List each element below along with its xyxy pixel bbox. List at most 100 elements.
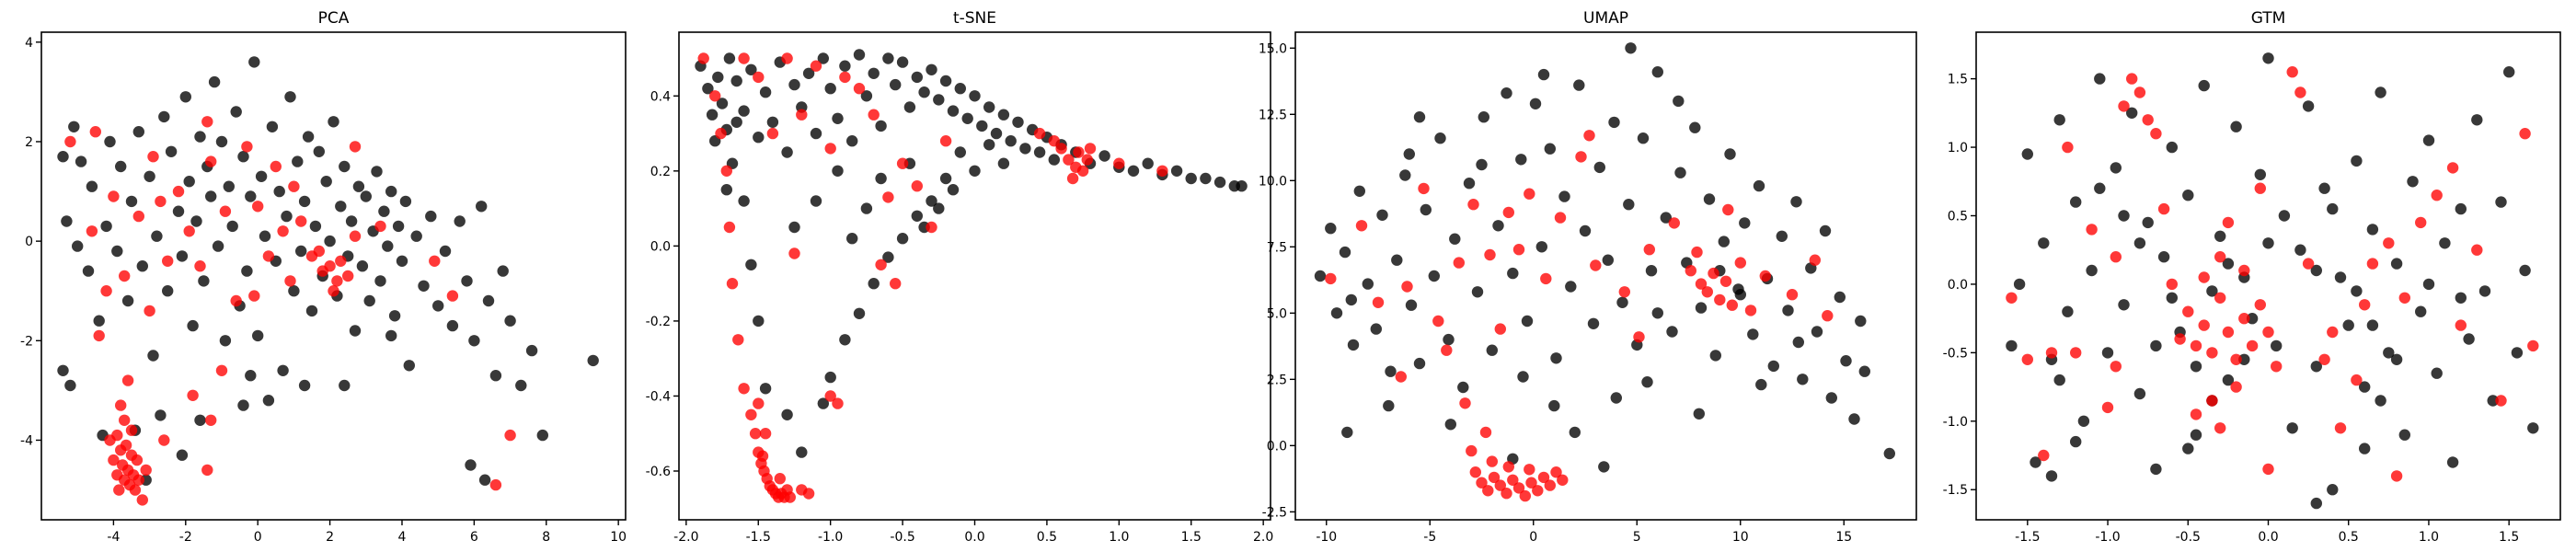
t-sne-ytick-label: -0.2 <box>646 315 671 329</box>
t-sne-black-point <box>738 105 750 117</box>
t-sne-ytick-label: 0.0 <box>650 239 671 254</box>
gtm-black-point <box>2278 210 2291 222</box>
umap-red-point <box>1453 257 1466 269</box>
gtm-black-point <box>2342 319 2354 331</box>
umap-ytick-label: 2.5 <box>1267 373 1287 387</box>
t-sne-title: t-SNE <box>953 9 996 28</box>
t-sne-black-point <box>860 90 873 102</box>
gtm-black-point <box>2206 285 2218 297</box>
gtm-black-point <box>2150 339 2162 352</box>
t-sne-xtick-label: -2.0 <box>673 530 698 545</box>
t-sne-red-point <box>753 71 765 84</box>
pca-red-point <box>429 255 441 267</box>
gtm-black-point <box>2190 429 2202 441</box>
t-sne-red-point <box>810 60 822 72</box>
umap-red-point <box>1512 244 1525 256</box>
pca-black-point <box>111 245 123 258</box>
pca-red-point <box>155 195 167 208</box>
gtm-black-point <box>2366 319 2379 331</box>
pca-red-point <box>121 374 134 386</box>
umap-axes-frame <box>1294 31 1917 521</box>
umap-black-point <box>1767 360 1780 373</box>
pca-black-point <box>425 210 437 223</box>
pca-red-point <box>115 399 127 411</box>
umap-red-point <box>1532 485 1544 497</box>
pca-red-point <box>119 270 131 282</box>
pca-red-point <box>331 275 343 287</box>
pca-xtick-label: 2 <box>326 530 334 545</box>
t-sne-black-point <box>947 105 960 117</box>
t-sne-black-point <box>882 52 894 64</box>
pca-red-point <box>295 215 307 227</box>
gtm-red-point <box>2318 353 2330 365</box>
t-sne-black-point <box>846 233 858 245</box>
pca-red-point <box>205 155 217 167</box>
gtm-xtick-label: 1.0 <box>2419 530 2439 545</box>
umap-black-point <box>1569 426 1581 439</box>
gtm-red-point <box>2238 313 2250 325</box>
t-sne-black-point <box>875 172 887 185</box>
pca-black-point <box>215 135 228 148</box>
t-sne-black-point <box>702 83 714 95</box>
gtm-black-point <box>2230 121 2242 132</box>
pca-black-point <box>237 151 249 163</box>
t-sne-black-point <box>1200 172 1212 185</box>
pca-black-point <box>461 275 473 287</box>
pca-black-point <box>208 75 221 88</box>
gtm-red-point <box>2334 422 2347 434</box>
umap-black-point <box>1610 392 1623 404</box>
pca-black-point <box>339 160 351 173</box>
t-sne-black-point <box>712 71 724 84</box>
t-sne-xtick-label: -0.5 <box>890 530 914 545</box>
pca-red-point <box>241 141 253 153</box>
pca-black-point <box>489 370 502 382</box>
t-sne-red-point <box>1076 165 1089 177</box>
gtm-black-point <box>2142 216 2154 229</box>
umap-red-point <box>1590 259 1602 271</box>
gtm-red-point <box>2262 463 2274 476</box>
pca-black-point <box>309 220 322 233</box>
umap-black-point <box>1544 143 1557 155</box>
umap-black-point <box>1834 291 1846 304</box>
pca-black-point <box>64 379 76 392</box>
pca-ytick-label: -4 <box>20 433 33 448</box>
gtm-red-point <box>2398 292 2410 304</box>
gtm-black-point <box>2503 66 2515 78</box>
pca-red-point <box>104 434 116 446</box>
umap-red-point <box>1695 278 1708 290</box>
t-sne-black-point <box>1213 176 1226 189</box>
umap-red-point <box>1722 203 1734 216</box>
pca-black-point <box>179 91 191 103</box>
pca-black-point <box>93 315 105 327</box>
umap-red-point <box>1726 299 1739 311</box>
pca-black-point <box>454 215 466 227</box>
pca-black-point <box>266 121 279 132</box>
t-sne-red-point <box>1156 165 1168 177</box>
umap-red-point <box>1507 474 1519 486</box>
pca-black-point <box>292 155 304 167</box>
umap-red-point <box>1708 267 1719 280</box>
pca-red-point <box>158 434 170 446</box>
pca-black-point <box>339 379 351 392</box>
t-sne-black-point <box>781 408 793 420</box>
gtm-black-point <box>2053 114 2065 126</box>
umap-black-point <box>1457 381 1469 394</box>
pca-black-point <box>360 190 372 202</box>
umap-red-point <box>1583 130 1595 142</box>
pca-red-point <box>349 230 362 242</box>
pca-red-point <box>64 135 76 148</box>
gtm-red-point <box>2519 128 2531 140</box>
umap-red-point <box>1355 220 1368 232</box>
t-sne-black-point <box>788 221 800 234</box>
t-sne-ytick-label: 0.4 <box>650 89 671 104</box>
umap-red-point <box>1809 254 1822 266</box>
pca-black-point <box>313 145 325 157</box>
gtm-black-point <box>2359 381 2371 393</box>
umap-ytick-label: 15.0 <box>1259 41 1287 56</box>
pca-black-point <box>324 235 336 247</box>
pca-black-point <box>281 210 293 223</box>
pca-red-point <box>342 270 354 282</box>
t-sne-xtick-label: 1.5 <box>1181 530 1202 545</box>
umap-black-point <box>1651 307 1664 319</box>
pca-black-point <box>241 265 253 277</box>
